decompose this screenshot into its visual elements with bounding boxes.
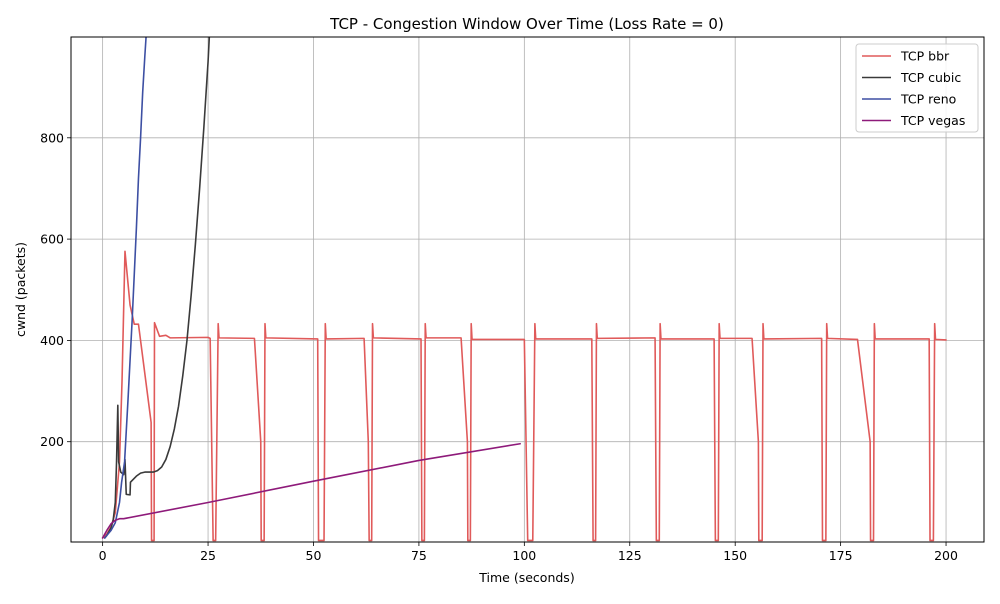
- x-tick-label: 150: [723, 548, 747, 563]
- axis-ticks: 0 25 50 75 100 125 150 175 200 200 400 600 800: [40, 130, 958, 563]
- series-line-tcp-cubic: [103, 37, 211, 539]
- y-tick-label: 200: [40, 434, 64, 449]
- series-lines: [101, 37, 947, 542]
- x-axis-label: Time (seconds): [478, 570, 574, 585]
- chart-title: TCP - Congestion Window Over Time (Loss …: [329, 15, 724, 33]
- x-tick-label: 50: [306, 548, 322, 563]
- legend: TCP bbr TCP cubic TCP reno TCP vegas: [855, 43, 979, 133]
- x-tick-label: 200: [934, 548, 958, 563]
- x-tick-label: 100: [512, 548, 536, 563]
- series-line-tcp-vegas: [101, 442, 521, 539]
- x-tick-label: 75: [411, 548, 427, 563]
- legend-label: TCP vegas: [900, 113, 965, 128]
- y-tick-label: 600: [40, 232, 64, 247]
- y-tick-label: 400: [40, 333, 64, 348]
- y-tick-label: 800: [40, 130, 64, 145]
- x-tick-label: 175: [829, 548, 853, 563]
- series-line-tcp-bbr: [101, 250, 947, 542]
- x-tick-label: 0: [99, 548, 107, 563]
- series-line-tcp-reno: [103, 37, 147, 539]
- plot-frame: [70, 36, 985, 543]
- x-tick-label: 125: [618, 548, 642, 563]
- y-axis-label: cwnd (packets): [13, 242, 28, 337]
- legend-label: TCP cubic: [900, 70, 961, 85]
- grid: [71, 37, 984, 542]
- x-tick-label: 25: [200, 548, 216, 563]
- legend-label: TCP bbr: [900, 49, 950, 64]
- legend-label: TCP reno: [900, 92, 956, 107]
- legend-box: [855, 43, 979, 133]
